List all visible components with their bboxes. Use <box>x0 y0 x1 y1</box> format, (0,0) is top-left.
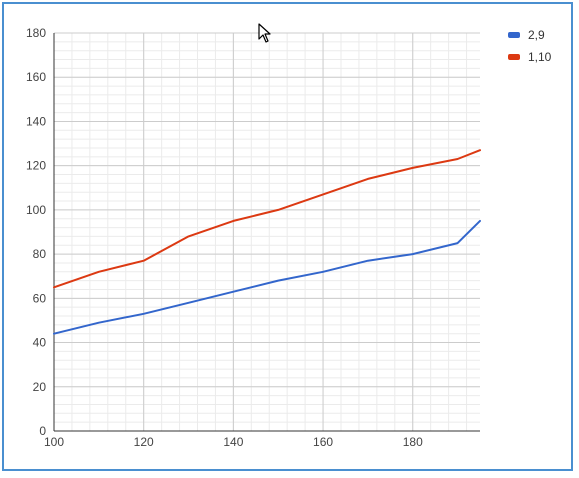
mouse-pointer-icon <box>258 23 271 43</box>
x-tick-label: 140 <box>223 435 243 449</box>
chart-frame: 0 20 40 60 80 100 120 140 160 180 100 120 140 160 180… <box>2 2 573 471</box>
series-line-2 <box>53 149 481 289</box>
x-tick-label: 180 <box>403 435 423 449</box>
grid <box>53 32 480 432</box>
y-tick-label: 80 <box>33 247 47 261</box>
legend-swatch <box>508 32 520 38</box>
y-tick-label: 60 <box>33 291 47 305</box>
y-tick-label: 40 <box>33 336 47 350</box>
y-tick-label: 140 <box>26 114 46 128</box>
series <box>53 149 481 335</box>
x-axis-ticks: 100 120 140 160 180 <box>44 435 423 449</box>
y-tick-label: 160 <box>26 70 46 84</box>
x-tick-label: 100 <box>44 435 64 449</box>
y-tick-label: 20 <box>33 380 47 394</box>
y-tick-label: 100 <box>26 203 46 217</box>
x-tick-label: 160 <box>313 435 333 449</box>
legend: 2,9 1,10 <box>508 28 552 64</box>
y-tick-label: 120 <box>26 159 46 173</box>
x-tick-label: 120 <box>134 435 154 449</box>
series-line-1 <box>53 219 481 335</box>
line-chart: 0 20 40 60 80 100 120 140 160 180 100 120 140 160 180… <box>26 26 552 449</box>
legend-label: 1,10 <box>528 50 552 64</box>
legend-label: 2,9 <box>528 28 545 42</box>
y-axis-ticks: 0 20 40 60 80 100 120 140 160 180 <box>26 26 46 438</box>
legend-swatch <box>508 54 520 60</box>
y-tick-label: 180 <box>26 26 46 40</box>
y-tick-label: 0 <box>39 424 46 438</box>
axes <box>53 33 480 432</box>
